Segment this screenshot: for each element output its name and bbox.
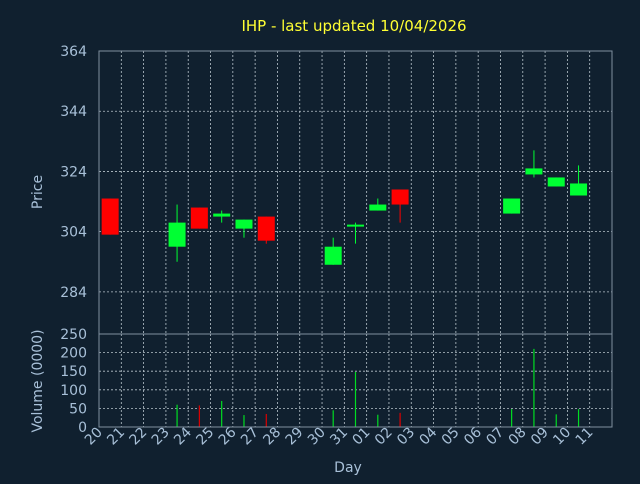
candle-body [347, 224, 364, 227]
volume-tick-label: 50 [69, 401, 87, 417]
x-tick-label: 05 [439, 425, 463, 449]
candle-body [190, 207, 208, 229]
x-tick-label: 03 [394, 425, 418, 449]
x-tick-label: 01 [350, 425, 374, 449]
volume-panel-frame [98, 333, 613, 428]
x-tick-label: 31 [327, 425, 351, 449]
candle-body [235, 219, 253, 229]
candle-body [570, 183, 588, 196]
x-tick-label: 25 [193, 425, 217, 449]
price-tick-label: 324 [60, 164, 87, 180]
x-tick-label: 04 [416, 424, 440, 448]
candle-body [168, 222, 186, 247]
candle-body [547, 177, 565, 187]
x-tick-label: 29 [283, 425, 307, 449]
volume-tick-label: 150 [60, 364, 87, 380]
price-tick-label: 364 [60, 44, 87, 60]
volume-tick-label: 250 [60, 327, 87, 343]
chart-title: IHP - last updated 10/04/2026 [241, 17, 466, 35]
candle-body [503, 198, 521, 214]
price-axis-label: Price [30, 175, 46, 209]
x-tick-labels: 2021222324252627282930310102030405060708… [82, 424, 597, 448]
x-axis-label: Day [334, 460, 362, 476]
candle-body [391, 189, 409, 205]
x-tick-label: 08 [506, 425, 530, 449]
price-tick-label: 284 [60, 285, 87, 301]
candle-body [324, 246, 342, 265]
x-tick-label: 22 [127, 425, 151, 449]
x-tick-label: 09 [528, 425, 552, 449]
candle-body [101, 198, 119, 235]
x-tick-label: 26 [216, 424, 240, 448]
volume-grid [99, 334, 612, 427]
volume-tick-label: 100 [60, 383, 87, 399]
x-tick-label: 07 [483, 425, 507, 449]
volume-tick-label: 200 [60, 346, 87, 362]
volume-series [176, 348, 580, 427]
candle-body [257, 216, 275, 241]
x-tick-label: 11 [573, 425, 597, 449]
price-grid [99, 51, 612, 334]
candle-body [369, 204, 387, 211]
price-tick-label: 344 [60, 104, 87, 120]
x-tick-label: 21 [104, 425, 128, 449]
candle-body [525, 168, 543, 175]
volume-tick-label: 0 [78, 420, 87, 436]
volume-axis-label: Volume (0000) [30, 329, 46, 432]
x-tick-label: 06 [461, 424, 485, 448]
price-tick-label: 304 [60, 225, 87, 241]
x-tick-label: 30 [305, 425, 329, 449]
candlestick-series [101, 150, 588, 265]
x-tick-label: 28 [260, 425, 284, 449]
x-tick-label: 02 [372, 425, 396, 449]
candle-body [213, 213, 231, 217]
x-tick-label: 24 [171, 424, 195, 448]
x-tick-label: 10 [550, 425, 574, 449]
price-tick-labels: 364 344 324 304 284 [60, 44, 87, 301]
x-tick-label: 27 [238, 425, 262, 449]
volume-tick-labels: 250 200 150 100 50 0 [60, 327, 87, 436]
x-tick-label: 23 [149, 425, 173, 449]
